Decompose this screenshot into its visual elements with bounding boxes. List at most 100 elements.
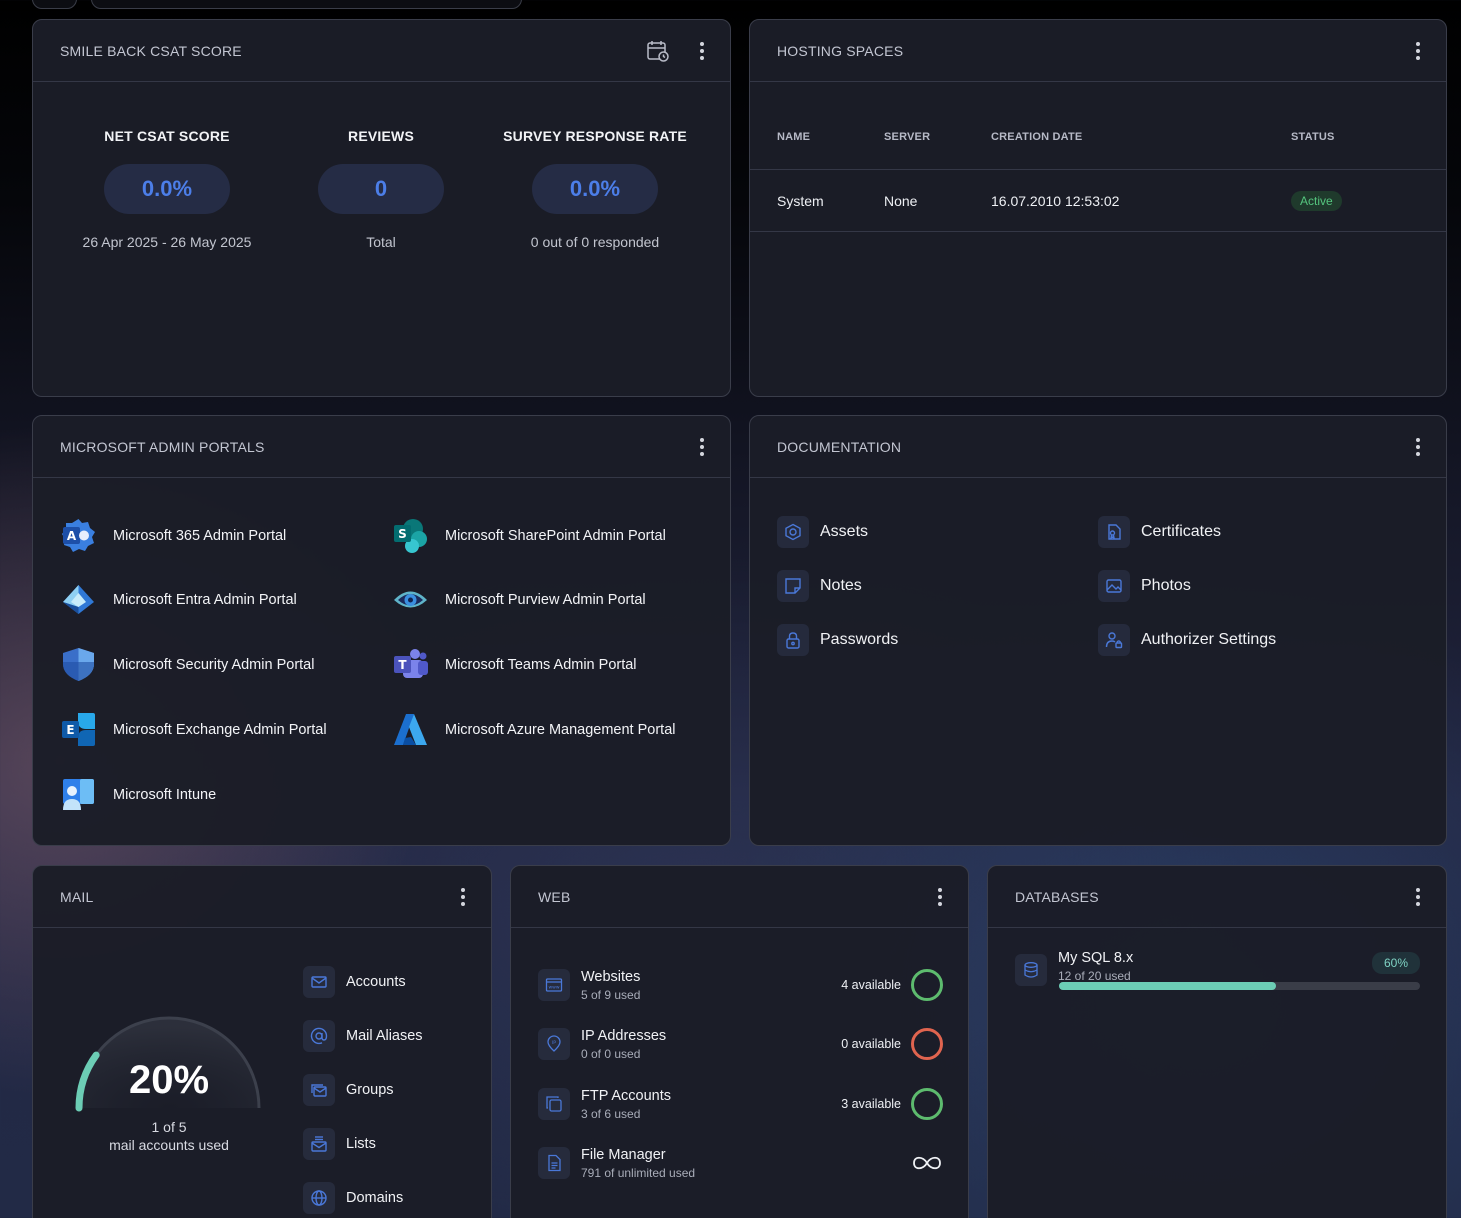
web-row-file-manager[interactable]: File Manager 791 of unlimited used	[538, 1143, 943, 1183]
database-usage-track	[1059, 982, 1420, 990]
portal-label: Microsoft Security Admin Portal	[113, 656, 315, 673]
metric-sub: Total	[366, 234, 396, 250]
metric-value: 0.0%	[104, 164, 230, 214]
gauge-caption: mail accounts used	[109, 1137, 229, 1153]
ms-portals-header: MICROSOFT ADMIN PORTALS	[33, 416, 730, 478]
mail-label: Domains	[346, 1190, 404, 1206]
mail-link-groups[interactable]: Groups	[303, 1074, 394, 1106]
documentation-title: DOCUMENTATION	[777, 438, 902, 455]
portal-link-sharepoint[interactable]: S Microsoft SharePoint Admin Portal	[392, 517, 666, 554]
database-row-mysql[interactable]: My SQL 8.x 12 of 20 used 60%	[1015, 950, 1420, 990]
portal-label: Microsoft Entra Admin Portal	[113, 591, 297, 608]
metric-sub: 26 Apr 2025 - 26 May 2025	[82, 234, 252, 250]
web-item-usage: 0 of 0 used	[581, 1046, 641, 1061]
portal-link-purview[interactable]: Microsoft Purview Admin Portal	[392, 581, 646, 618]
mail-link-lists[interactable]: Lists	[303, 1128, 376, 1160]
portal-label: Microsoft Teams Admin Portal	[445, 656, 637, 673]
mail-menu-button[interactable]	[455, 886, 471, 908]
databases-menu-button[interactable]	[1410, 886, 1426, 908]
column-header-server[interactable]: SERVER	[884, 130, 931, 143]
portal-link-entra[interactable]: Microsoft Entra Admin Portal	[60, 581, 297, 618]
metric-value: 0.0%	[532, 164, 658, 214]
web-header: WEB	[511, 866, 968, 928]
csat-menu-button[interactable]	[694, 40, 710, 62]
database-name: My SQL 8.x	[1058, 949, 1134, 966]
metric-value: 0	[318, 164, 444, 214]
entra-icon	[60, 581, 97, 618]
csat-card: SMILE BACK CSAT SCORE NET CSAT SCORE 0.0…	[32, 19, 731, 397]
top-toggle-button[interactable]	[32, 0, 77, 9]
certificate-icon	[1098, 516, 1130, 548]
database-usage: 12 of 20 used	[1058, 968, 1131, 983]
hosting-table: NAME SERVER CREATION DATE STATUS System …	[750, 82, 1446, 232]
documentation-header: DOCUMENTATION	[750, 416, 1446, 478]
web-row-ftp-accounts[interactable]: FTP Accounts 3 of 6 used 3 available	[538, 1084, 943, 1124]
hosting-menu-button[interactable]	[1410, 40, 1426, 62]
doc-link-notes[interactable]: Notes	[777, 570, 862, 602]
documentation-menu-button[interactable]	[1410, 436, 1426, 458]
doc-link-photos[interactable]: Photos	[1098, 570, 1191, 602]
ms-portals-menu-button[interactable]	[694, 436, 710, 458]
availability-ring	[911, 1088, 943, 1120]
portal-link-teams[interactable]: T Microsoft Teams Admin Portal	[392, 646, 637, 683]
teams-icon: T	[392, 646, 429, 683]
web-menu-button[interactable]	[932, 886, 948, 908]
mail-label: Accounts	[346, 974, 406, 990]
gauge-count: 1 of 5	[151, 1119, 187, 1135]
mail-label: Groups	[346, 1082, 394, 1098]
csat-header: SMILE BACK CSAT SCORE	[33, 20, 730, 82]
web-item-available: 4 available	[841, 978, 901, 992]
svg-text:IP: IP	[552, 1040, 556, 1046]
doc-label: Assets	[820, 523, 869, 540]
ms-portals-title: MICROSOFT ADMIN PORTALS	[60, 438, 265, 455]
doc-link-passwords[interactable]: Passwords	[777, 624, 898, 656]
web-row-websites[interactable]: www Websites 5 of 9 used 4 available	[538, 965, 943, 1005]
web-item-name: IP Addresses	[581, 1027, 667, 1044]
doc-label: Photos	[1141, 577, 1191, 594]
ftp-icon	[538, 1088, 570, 1120]
doc-link-assets[interactable]: Assets	[777, 516, 868, 548]
mail-link-aliases[interactable]: Mail Aliases	[303, 1020, 423, 1052]
doc-label: Notes	[820, 577, 862, 594]
ms-portals-card: MICROSOFT ADMIN PORTALS A Microsoft 365 …	[32, 415, 731, 846]
column-header-creation-date[interactable]: CREATION DATE	[991, 130, 1083, 143]
availability-ring	[911, 969, 943, 1001]
metric-sub: 0 out of 0 responded	[530, 234, 660, 250]
portal-label: Microsoft Exchange Admin Portal	[113, 721, 327, 738]
portal-label: Microsoft SharePoint Admin Portal	[445, 527, 666, 544]
svg-text:T: T	[398, 658, 407, 672]
calendar-clock-icon[interactable]	[646, 39, 670, 63]
mail-link-accounts[interactable]: Accounts	[303, 966, 406, 998]
column-header-name[interactable]: NAME	[777, 130, 811, 143]
portal-link-exchange[interactable]: E Microsoft Exchange Admin Portal	[60, 711, 327, 748]
availability-ring	[911, 1028, 943, 1060]
doc-label: Passwords	[820, 631, 899, 648]
csat-title: SMILE BACK CSAT SCORE	[60, 42, 242, 59]
web-item-name: Websites	[581, 968, 641, 985]
portal-link-security[interactable]: Microsoft Security Admin Portal	[60, 646, 314, 683]
portal-link-intune[interactable]: Microsoft Intune	[60, 776, 216, 813]
mail-gauge: 20% 1 of 5 mail accounts used	[71, 1008, 267, 1158]
hosting-card: HOSTING SPACES NAME SERVER CREATION DATE…	[749, 19, 1447, 397]
svg-text:E: E	[66, 723, 74, 737]
mail-link-domains[interactable]: Domains	[303, 1182, 403, 1214]
documentation-card: DOCUMENTATION Assets Certificates Notes …	[749, 415, 1447, 846]
photo-icon	[1098, 570, 1130, 602]
web-item-name: FTP Accounts	[581, 1087, 671, 1104]
web-item-usage: 791 of unlimited used	[581, 1165, 696, 1180]
table-row[interactable]: System None 16.07.2010 12:53:02 Active	[750, 170, 1446, 232]
column-header-status[interactable]: STATUS	[1291, 130, 1335, 143]
web-item-available: 0 available	[841, 1037, 901, 1051]
metric-label: NET CSAT SCORE	[104, 128, 230, 144]
databases-header: DATABASES	[988, 866, 1446, 928]
portal-link-m365[interactable]: A Microsoft 365 Admin Portal	[60, 517, 286, 554]
portal-link-azure[interactable]: Microsoft Azure Management Portal	[392, 711, 676, 748]
top-search-input[interactable]	[91, 0, 522, 9]
doc-link-authorizer-settings[interactable]: Authorizer Settings	[1098, 624, 1276, 656]
cell-name: System	[777, 192, 824, 209]
databases-title: DATABASES	[1015, 888, 1099, 905]
doc-link-certificates[interactable]: Certificates	[1098, 516, 1221, 548]
status-badge: Active	[1291, 190, 1342, 211]
hosting-header: HOSTING SPACES	[750, 20, 1446, 82]
web-row-ip-addresses[interactable]: IP IP Addresses 0 of 0 used 0 available	[538, 1024, 943, 1064]
